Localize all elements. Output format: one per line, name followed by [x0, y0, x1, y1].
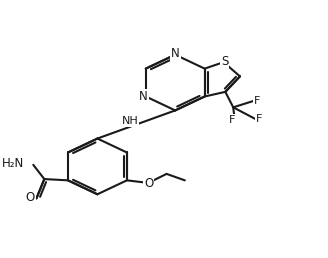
Text: O: O	[144, 178, 154, 190]
Text: NH: NH	[122, 116, 138, 126]
Text: O: O	[26, 191, 35, 204]
Text: F: F	[256, 114, 262, 124]
Text: F: F	[254, 96, 261, 106]
Text: F: F	[229, 115, 236, 125]
Text: S: S	[221, 55, 228, 68]
Text: N: N	[171, 47, 180, 60]
Text: H₂N: H₂N	[2, 157, 25, 170]
Text: N: N	[139, 90, 148, 103]
